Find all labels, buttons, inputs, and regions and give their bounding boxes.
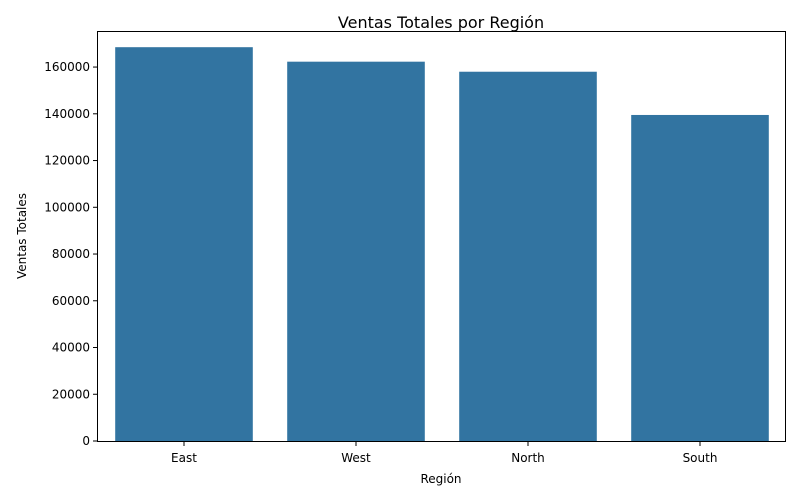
x-tick-label: South [683,451,718,465]
y-tick-label: 20000 [52,387,90,401]
y-tick-label: 40000 [52,341,90,355]
x-tick-label: East [171,451,197,465]
y-tick-label: 140000 [44,107,90,121]
x-tick-label: North [511,451,545,465]
y-tick-label: 60000 [52,294,90,308]
y-axis-label: Ventas Totales [15,193,29,279]
x-axis: East West North South [171,441,717,465]
plot-frame [97,31,786,442]
chart-title: Ventas Totales por Región [338,13,544,32]
x-axis-label: Región [420,472,461,486]
y-tick-label: 0 [82,434,90,448]
bars-layer [115,47,769,442]
x-tick-label: West [341,451,371,465]
bar-west [287,61,425,442]
bar-east [115,47,253,441]
y-tick-label: 120000 [44,154,90,168]
y-tick-label: 100000 [44,200,90,214]
y-tick-label: 160000 [44,60,90,74]
bar-south [631,114,769,442]
y-axis: 0 20000 40000 60000 80000 100000 120000 140000 1… [44,60,98,448]
y-tick-label: 80000 [52,247,90,261]
bar-north [459,71,597,441]
